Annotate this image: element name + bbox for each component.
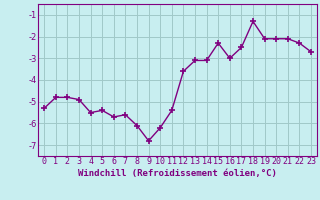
X-axis label: Windchill (Refroidissement éolien,°C): Windchill (Refroidissement éolien,°C)	[78, 169, 277, 178]
